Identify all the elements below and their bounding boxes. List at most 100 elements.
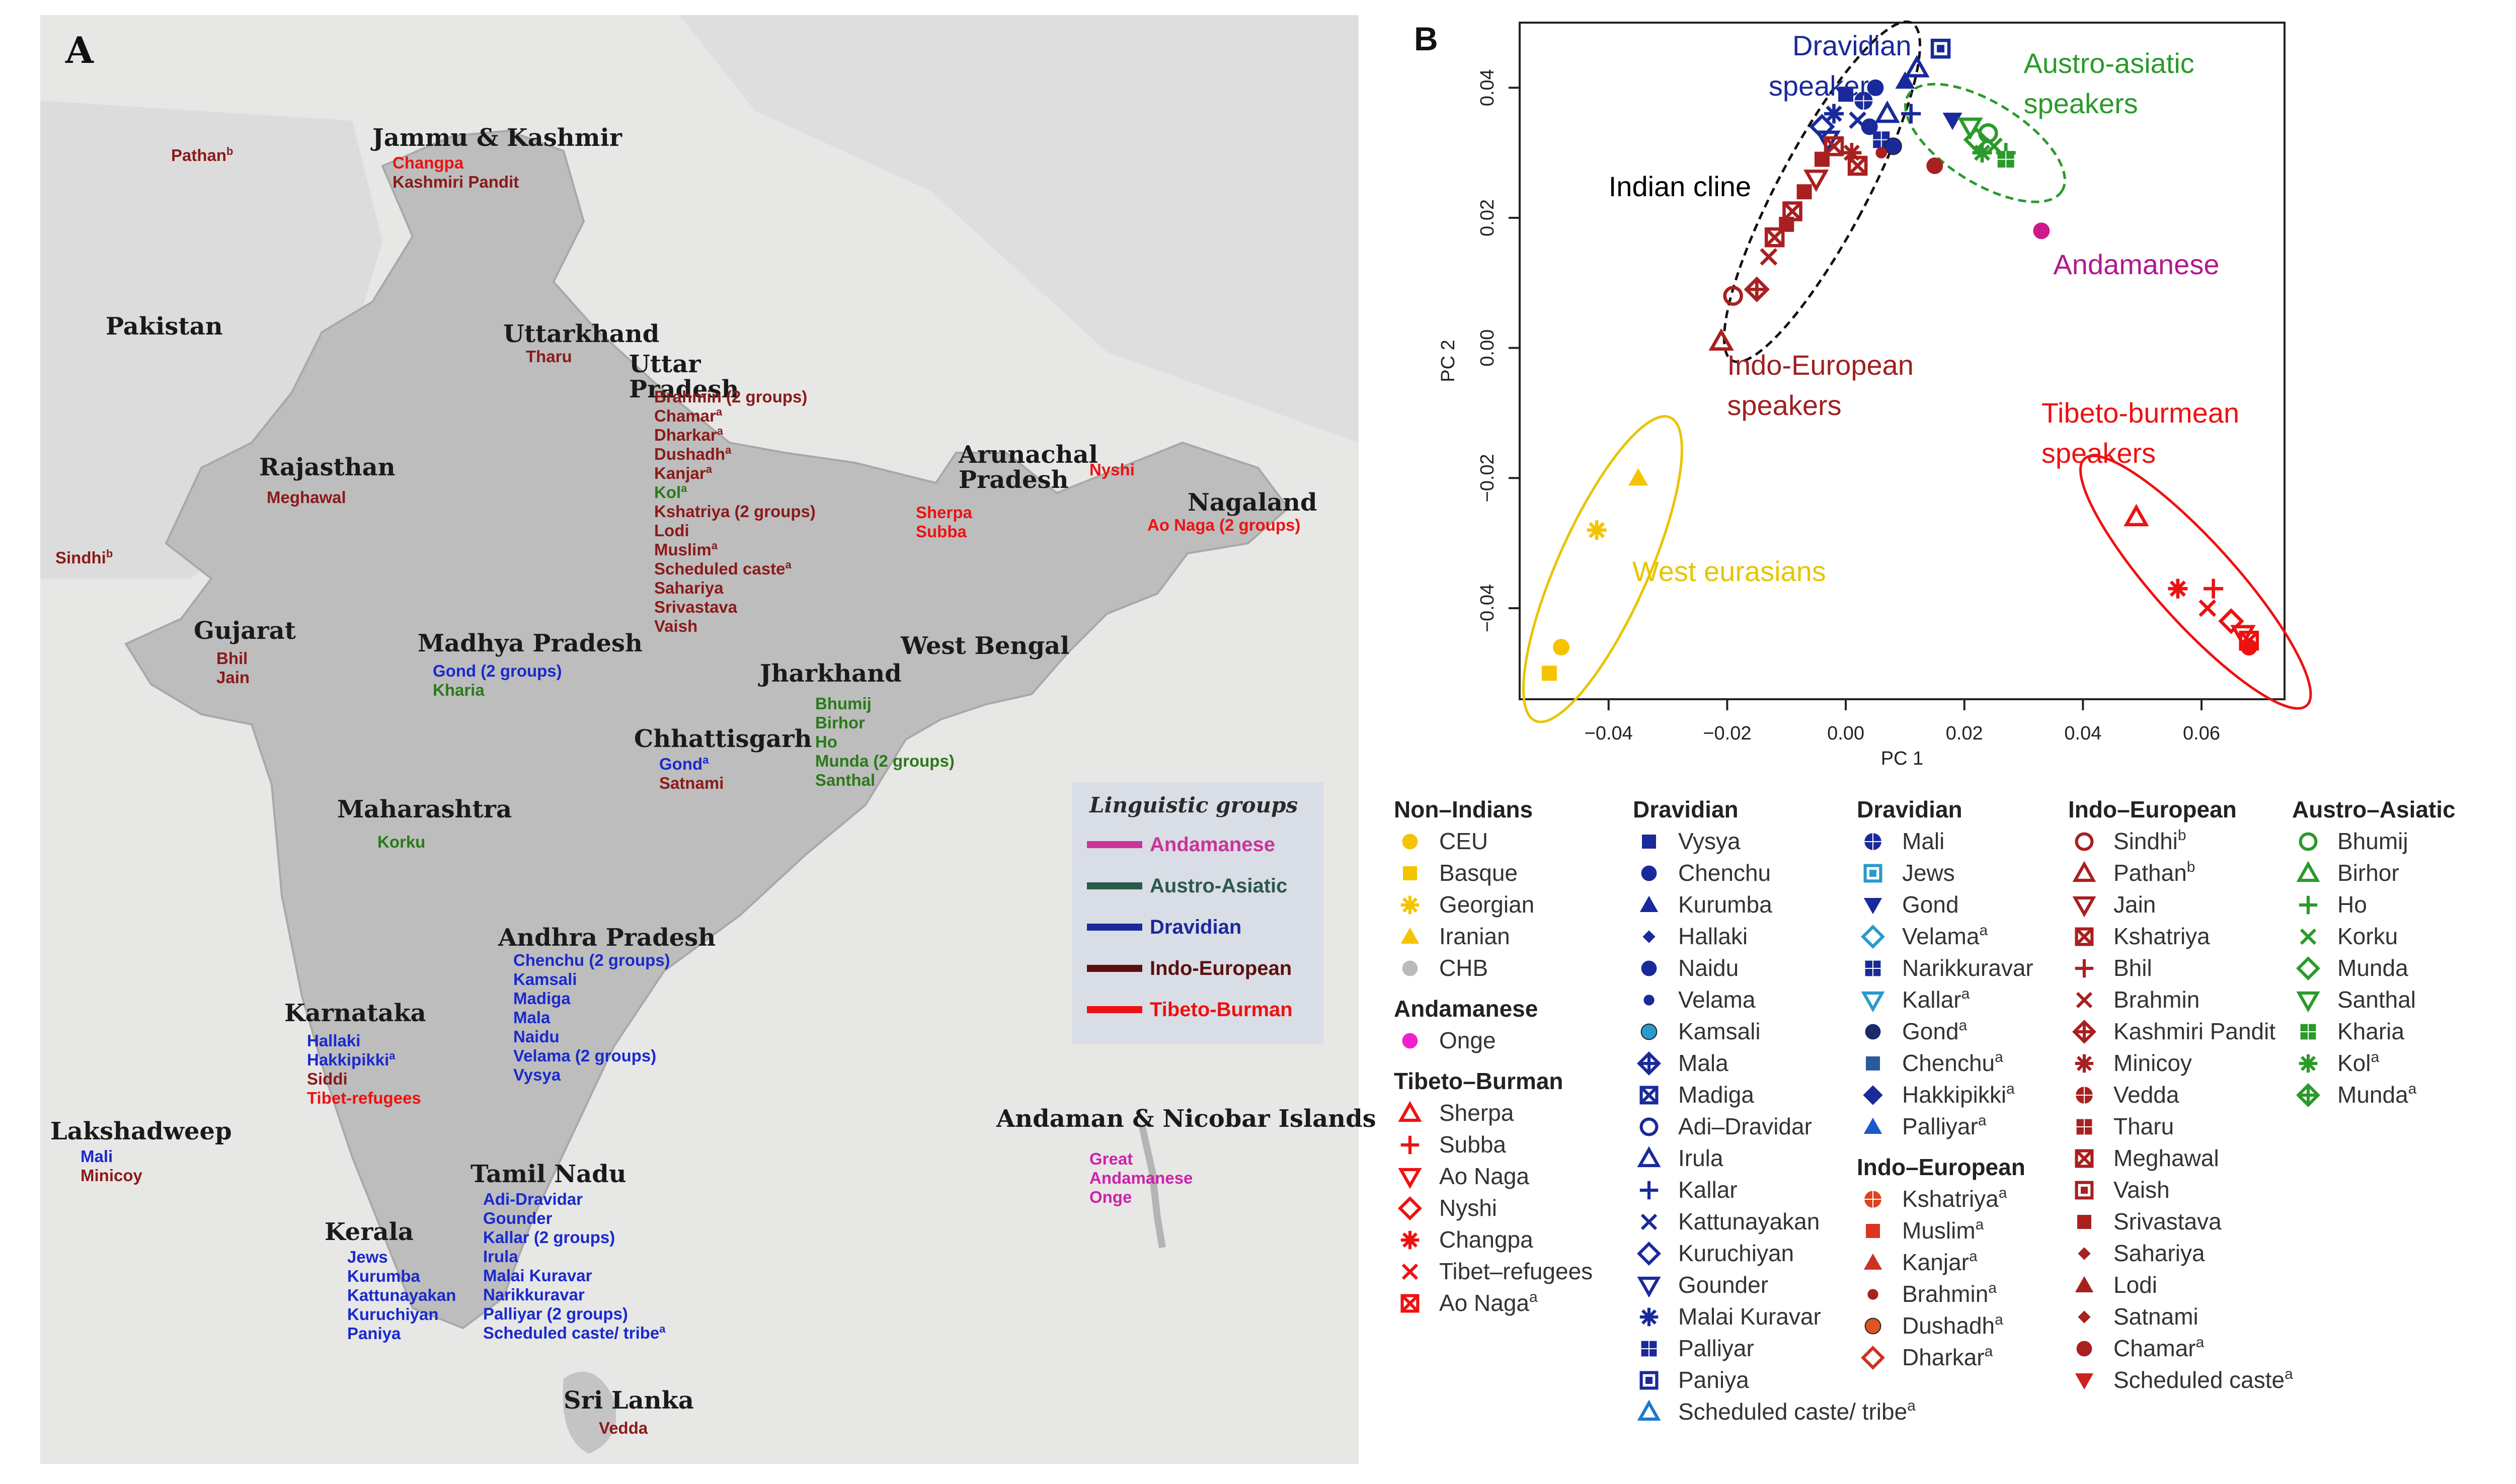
legend-marker: [2300, 928, 2317, 945]
legend-swatch: [1087, 1006, 1142, 1013]
linguistic-groups-legend: Linguistic groups Andamanese Austro-Asiat…: [1072, 782, 1323, 1044]
sri-lanka-shape: [563, 1371, 616, 1454]
region-name: West Bengal: [900, 632, 1069, 660]
legend-marker: [2075, 927, 2094, 946]
legend-item-label: Ho: [2337, 891, 2367, 918]
legend-marker: [2075, 1276, 2094, 1292]
cluster-annotation: speakers: [2024, 88, 2138, 119]
group-label: Munda (2 groups): [815, 752, 955, 770]
group-label: Nyshi: [1089, 460, 1135, 479]
legend-item-label: Santhal: [2337, 986, 2416, 1013]
legend-marker: [2075, 1373, 2094, 1390]
legend-item-label: CEU: [1439, 828, 1488, 854]
legend-marker: [1398, 1168, 1422, 1189]
group-label: Palliyar (2 groups): [483, 1304, 628, 1323]
legend-item-label: Kallara: [1902, 985, 1970, 1013]
legend-marker: [2300, 1024, 2316, 1040]
legend-item-label: Onge: [1439, 1027, 1496, 1053]
legend-marker: [1640, 1213, 1658, 1230]
group-label: Tharu: [526, 347, 572, 366]
data-point: [2230, 625, 2256, 647]
legend-item-label: Madiga: [1678, 1082, 1754, 1108]
series-austro-asiatic-speakers: [1957, 117, 2016, 168]
region-name: Jharkhand: [758, 659, 902, 688]
legend-item-label: Kallar: [1678, 1177, 1738, 1203]
legend-title: Linguistic groups: [1089, 793, 1298, 817]
legend-item-label: Dushadha: [1902, 1311, 2003, 1339]
legend-marker: [2075, 959, 2094, 978]
legend-label: Indo-European: [1150, 957, 1292, 979]
region-name: Andaman & Nicobar Islands: [996, 1105, 1376, 1133]
legend-marker: [1861, 991, 1885, 1013]
data-point: [1963, 127, 1989, 153]
data-point: [1814, 151, 1830, 167]
indian-cline-ellipse: [1722, 20, 1922, 363]
legend-marker: [1637, 1051, 1661, 1076]
legend-item-label: Mali: [1902, 828, 1944, 854]
group-label: Kharia: [433, 681, 485, 699]
legend-marker: [1400, 1230, 1420, 1250]
legend-item-label: Kamsali: [1678, 1018, 1761, 1044]
x-tick-label: −0.02: [1703, 723, 1751, 744]
data-point: [1708, 328, 1734, 351]
legend-item-label: Tibet–refugees: [1439, 1258, 1593, 1284]
group-label: Hakkipikkia: [307, 1049, 396, 1069]
x-tick-label: 0.04: [2064, 723, 2101, 744]
legend-item-label: Velama: [1678, 986, 1756, 1013]
region-name: Arunachal Pradesh: [958, 441, 1098, 494]
legend-group-title: Tibeto–Burman: [1394, 1068, 1563, 1094]
plot-frame: [1519, 22, 2286, 700]
group-label: Pathanb: [171, 145, 233, 164]
legend-marker: [1864, 1317, 1881, 1335]
group-label: Siddi: [307, 1069, 348, 1088]
legend-item-label: Korku: [2337, 923, 2398, 949]
group-label: Gounder: [483, 1209, 553, 1227]
legend-item-label: Kattunayakan: [1678, 1208, 1820, 1234]
legend-marker: [2299, 895, 2318, 915]
group-label: Dushadha: [654, 444, 732, 463]
data-point: [1861, 118, 1878, 135]
legend-marker: [1861, 1346, 1885, 1370]
legend-marker: [1863, 1253, 1882, 1270]
panel-b-letter: B: [1414, 20, 1438, 57]
group-label: Kattunayakan: [347, 1286, 456, 1304]
legend-item-label: Mundaa: [2337, 1081, 2417, 1108]
legend-item-label: Vedda: [2113, 1082, 2179, 1108]
legend-marker: [2072, 1020, 2096, 1044]
legend-item-label: Kharia: [2337, 1018, 2404, 1044]
group-label: Meghawal: [267, 488, 346, 507]
group-label: Minicoy: [81, 1166, 142, 1185]
group-label: Sindhib: [55, 547, 113, 567]
data-point: [1764, 227, 1785, 248]
group-label: Jain: [216, 668, 250, 687]
region-name: Andhra Pradesh: [498, 924, 716, 952]
legend-marker: [1867, 1289, 1878, 1300]
legend-item-label: Satnami: [2113, 1303, 2198, 1330]
legend-item-label: Gounder: [1678, 1272, 1768, 1298]
legend-item-label: Subba: [1439, 1131, 1506, 1158]
region-name: Nagaland: [1188, 488, 1317, 517]
data-point: [1723, 286, 1743, 306]
data-point: [1842, 143, 1862, 163]
legend-marker: [1861, 925, 1885, 949]
group-label: Scheduled caste/ tribea: [483, 1323, 666, 1342]
legend-marker: [1403, 866, 1417, 880]
cluster-annotation: West eurasians: [1632, 555, 1826, 587]
legend-item-label: Munda: [2337, 955, 2408, 981]
legend-item-label: Malai Kuravar: [1678, 1303, 1821, 1330]
legend-marker: [2078, 1247, 2091, 1260]
legend-items: Andamanese Austro-Asiatic Dravidian Indo-Eu…: [1087, 834, 1293, 1021]
legend-marker: [1639, 895, 1659, 912]
group-label: Malai Kuravar: [483, 1266, 592, 1285]
data-point: [2240, 639, 2257, 656]
data-point: [2033, 222, 2050, 239]
legend-marker: [1641, 960, 1657, 976]
group-label: Sherpa: [916, 503, 973, 522]
